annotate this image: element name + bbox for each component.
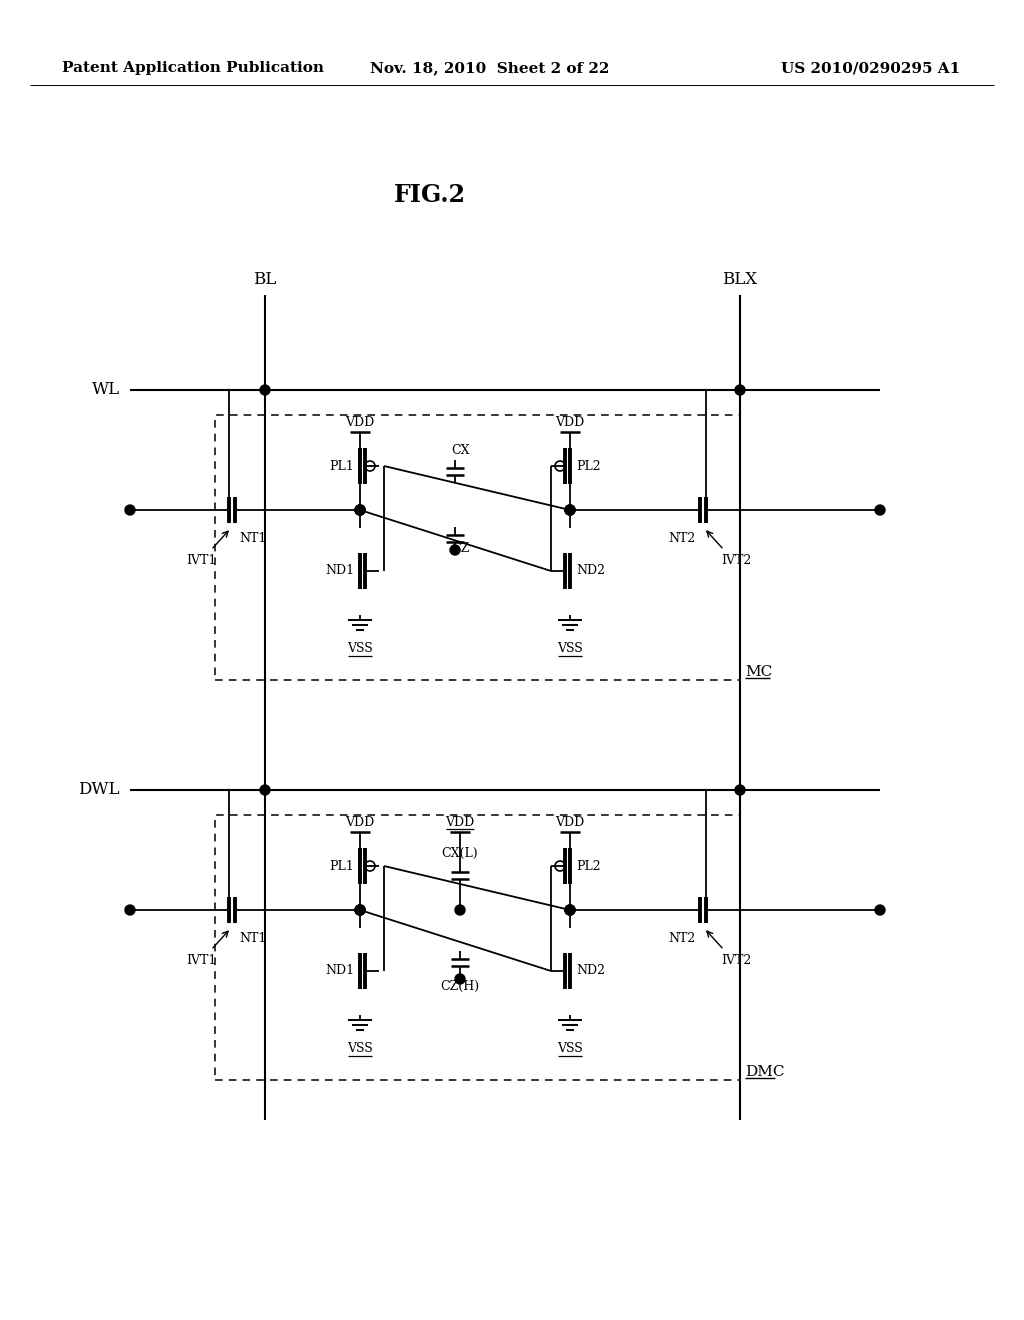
Text: DWL: DWL xyxy=(79,781,120,799)
Text: US 2010/0290295 A1: US 2010/0290295 A1 xyxy=(780,61,961,75)
Text: VSS: VSS xyxy=(557,642,583,655)
Text: BLX: BLX xyxy=(723,272,758,289)
Text: PL2: PL2 xyxy=(575,459,601,473)
Text: ND1: ND1 xyxy=(325,565,354,578)
Circle shape xyxy=(125,906,135,915)
Text: IVT1: IVT1 xyxy=(185,953,216,966)
Circle shape xyxy=(874,906,885,915)
Circle shape xyxy=(565,906,575,915)
Circle shape xyxy=(455,974,465,983)
Text: DMC: DMC xyxy=(745,1065,784,1078)
Circle shape xyxy=(565,906,575,915)
Circle shape xyxy=(565,506,575,515)
Text: VDD: VDD xyxy=(555,817,585,829)
Text: VDD: VDD xyxy=(445,817,475,829)
Text: CZ(H): CZ(H) xyxy=(440,979,479,993)
Text: NT1: NT1 xyxy=(239,932,266,945)
Text: CZ: CZ xyxy=(451,541,469,554)
Text: IVT1: IVT1 xyxy=(185,553,216,566)
Text: MC: MC xyxy=(745,665,772,678)
Text: PL1: PL1 xyxy=(330,859,354,873)
Text: ND2: ND2 xyxy=(575,965,605,978)
Circle shape xyxy=(355,906,365,915)
Text: VDD: VDD xyxy=(345,417,375,429)
Circle shape xyxy=(735,785,745,795)
Text: BL: BL xyxy=(253,272,276,289)
Text: VSS: VSS xyxy=(557,1041,583,1055)
Circle shape xyxy=(125,506,135,515)
Circle shape xyxy=(260,385,270,395)
Circle shape xyxy=(355,506,365,515)
Circle shape xyxy=(355,506,365,515)
Text: CX(L): CX(L) xyxy=(441,846,478,859)
Circle shape xyxy=(565,906,575,915)
Text: PL2: PL2 xyxy=(575,859,601,873)
Text: CX: CX xyxy=(451,444,469,457)
Text: PL1: PL1 xyxy=(330,459,354,473)
Circle shape xyxy=(735,385,745,395)
Circle shape xyxy=(260,785,270,795)
Text: Patent Application Publication: Patent Application Publication xyxy=(62,61,324,75)
Text: VSS: VSS xyxy=(347,1041,373,1055)
Text: Nov. 18, 2010  Sheet 2 of 22: Nov. 18, 2010 Sheet 2 of 22 xyxy=(371,61,609,75)
Circle shape xyxy=(355,506,365,515)
Text: IVT2: IVT2 xyxy=(721,553,752,566)
Circle shape xyxy=(565,506,575,515)
Text: NT2: NT2 xyxy=(669,932,696,945)
Circle shape xyxy=(455,906,465,915)
Text: IVT2: IVT2 xyxy=(721,953,752,966)
Circle shape xyxy=(355,906,365,915)
Circle shape xyxy=(565,506,575,515)
Text: NT1: NT1 xyxy=(239,532,266,544)
Circle shape xyxy=(874,506,885,515)
Text: ND1: ND1 xyxy=(325,965,354,978)
Circle shape xyxy=(450,545,460,554)
Circle shape xyxy=(355,906,365,915)
Text: VSS: VSS xyxy=(347,642,373,655)
Text: VDD: VDD xyxy=(345,817,375,829)
Text: FIG.2: FIG.2 xyxy=(394,183,466,207)
Text: WL: WL xyxy=(92,381,120,399)
Text: VDD: VDD xyxy=(555,417,585,429)
Text: ND2: ND2 xyxy=(575,565,605,578)
Bar xyxy=(215,414,740,680)
Text: NT2: NT2 xyxy=(669,532,696,544)
Bar xyxy=(215,814,740,1080)
